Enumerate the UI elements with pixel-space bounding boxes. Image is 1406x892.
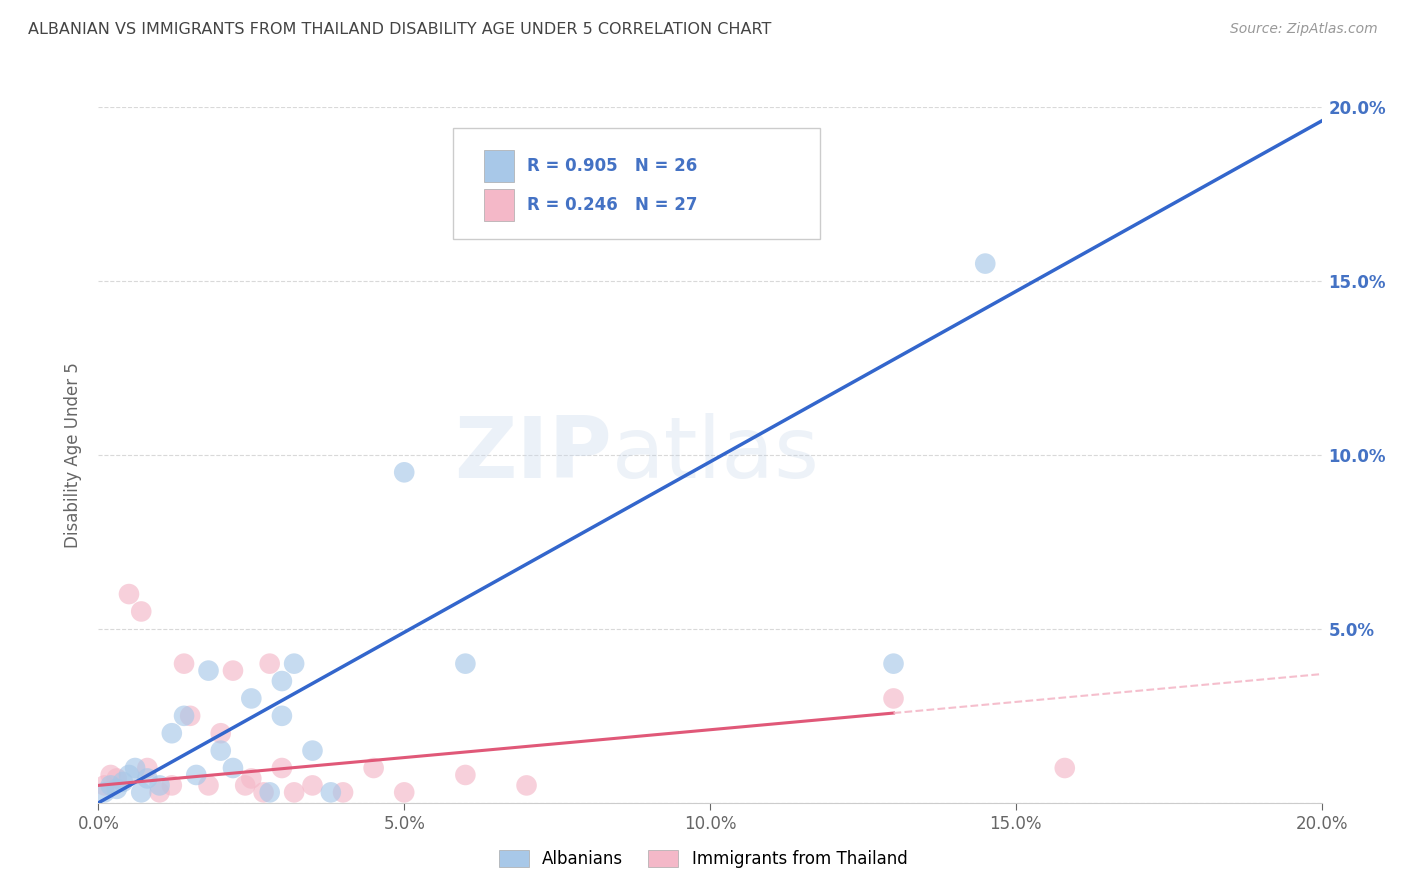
Point xyxy=(111,775,134,789)
Point xyxy=(129,785,152,799)
Point xyxy=(516,778,538,792)
Point xyxy=(136,761,159,775)
Point xyxy=(283,657,305,671)
Y-axis label: Disability Age Under 5: Disability Age Under 5 xyxy=(65,362,83,548)
Point xyxy=(883,657,905,671)
Point xyxy=(105,781,128,796)
Point xyxy=(136,772,159,786)
Point xyxy=(270,708,292,723)
Point xyxy=(392,466,416,480)
Bar xyxy=(484,151,515,182)
Text: ZIP: ZIP xyxy=(454,413,612,497)
Point xyxy=(129,605,152,619)
Bar xyxy=(484,189,515,220)
Point xyxy=(149,785,172,799)
Point xyxy=(160,778,183,792)
Point xyxy=(186,768,208,782)
Point xyxy=(240,691,263,706)
Point xyxy=(883,691,905,706)
Point xyxy=(197,778,219,792)
Point xyxy=(100,778,122,792)
Point xyxy=(319,785,342,799)
Point xyxy=(149,778,172,792)
Point xyxy=(259,657,281,671)
Legend: Albanians, Immigrants from Thailand: Albanians, Immigrants from Thailand xyxy=(492,843,914,875)
Point xyxy=(160,726,183,740)
Point xyxy=(301,744,323,758)
Point xyxy=(209,726,232,740)
Point xyxy=(100,768,122,782)
Point xyxy=(270,674,292,689)
Point xyxy=(1053,761,1076,775)
Text: R = 0.246   N = 27: R = 0.246 N = 27 xyxy=(526,196,697,214)
Point xyxy=(454,768,477,782)
Text: R = 0.905   N = 26: R = 0.905 N = 26 xyxy=(526,157,697,175)
Point xyxy=(240,772,263,786)
Point xyxy=(222,664,245,678)
Point xyxy=(454,657,477,671)
Point xyxy=(974,256,997,270)
Point xyxy=(392,785,416,799)
Point xyxy=(124,761,146,775)
Point xyxy=(301,778,323,792)
Text: Source: ZipAtlas.com: Source: ZipAtlas.com xyxy=(1230,22,1378,37)
Point xyxy=(222,761,245,775)
Point xyxy=(283,785,305,799)
Point xyxy=(332,785,354,799)
Text: ALBANIAN VS IMMIGRANTS FROM THAILAND DISABILITY AGE UNDER 5 CORRELATION CHART: ALBANIAN VS IMMIGRANTS FROM THAILAND DIS… xyxy=(28,22,772,37)
Point xyxy=(363,761,385,775)
Point xyxy=(93,778,115,792)
Point xyxy=(233,778,256,792)
Point xyxy=(179,708,201,723)
Text: atlas: atlas xyxy=(612,413,820,497)
Point xyxy=(105,772,128,786)
Point xyxy=(93,785,115,799)
Point xyxy=(118,587,141,601)
Point xyxy=(173,708,195,723)
Point xyxy=(118,768,141,782)
Point xyxy=(259,785,281,799)
Point xyxy=(173,657,195,671)
Point xyxy=(252,785,274,799)
FancyBboxPatch shape xyxy=(453,128,820,239)
Point xyxy=(270,761,292,775)
Point xyxy=(197,664,219,678)
Point xyxy=(209,744,232,758)
